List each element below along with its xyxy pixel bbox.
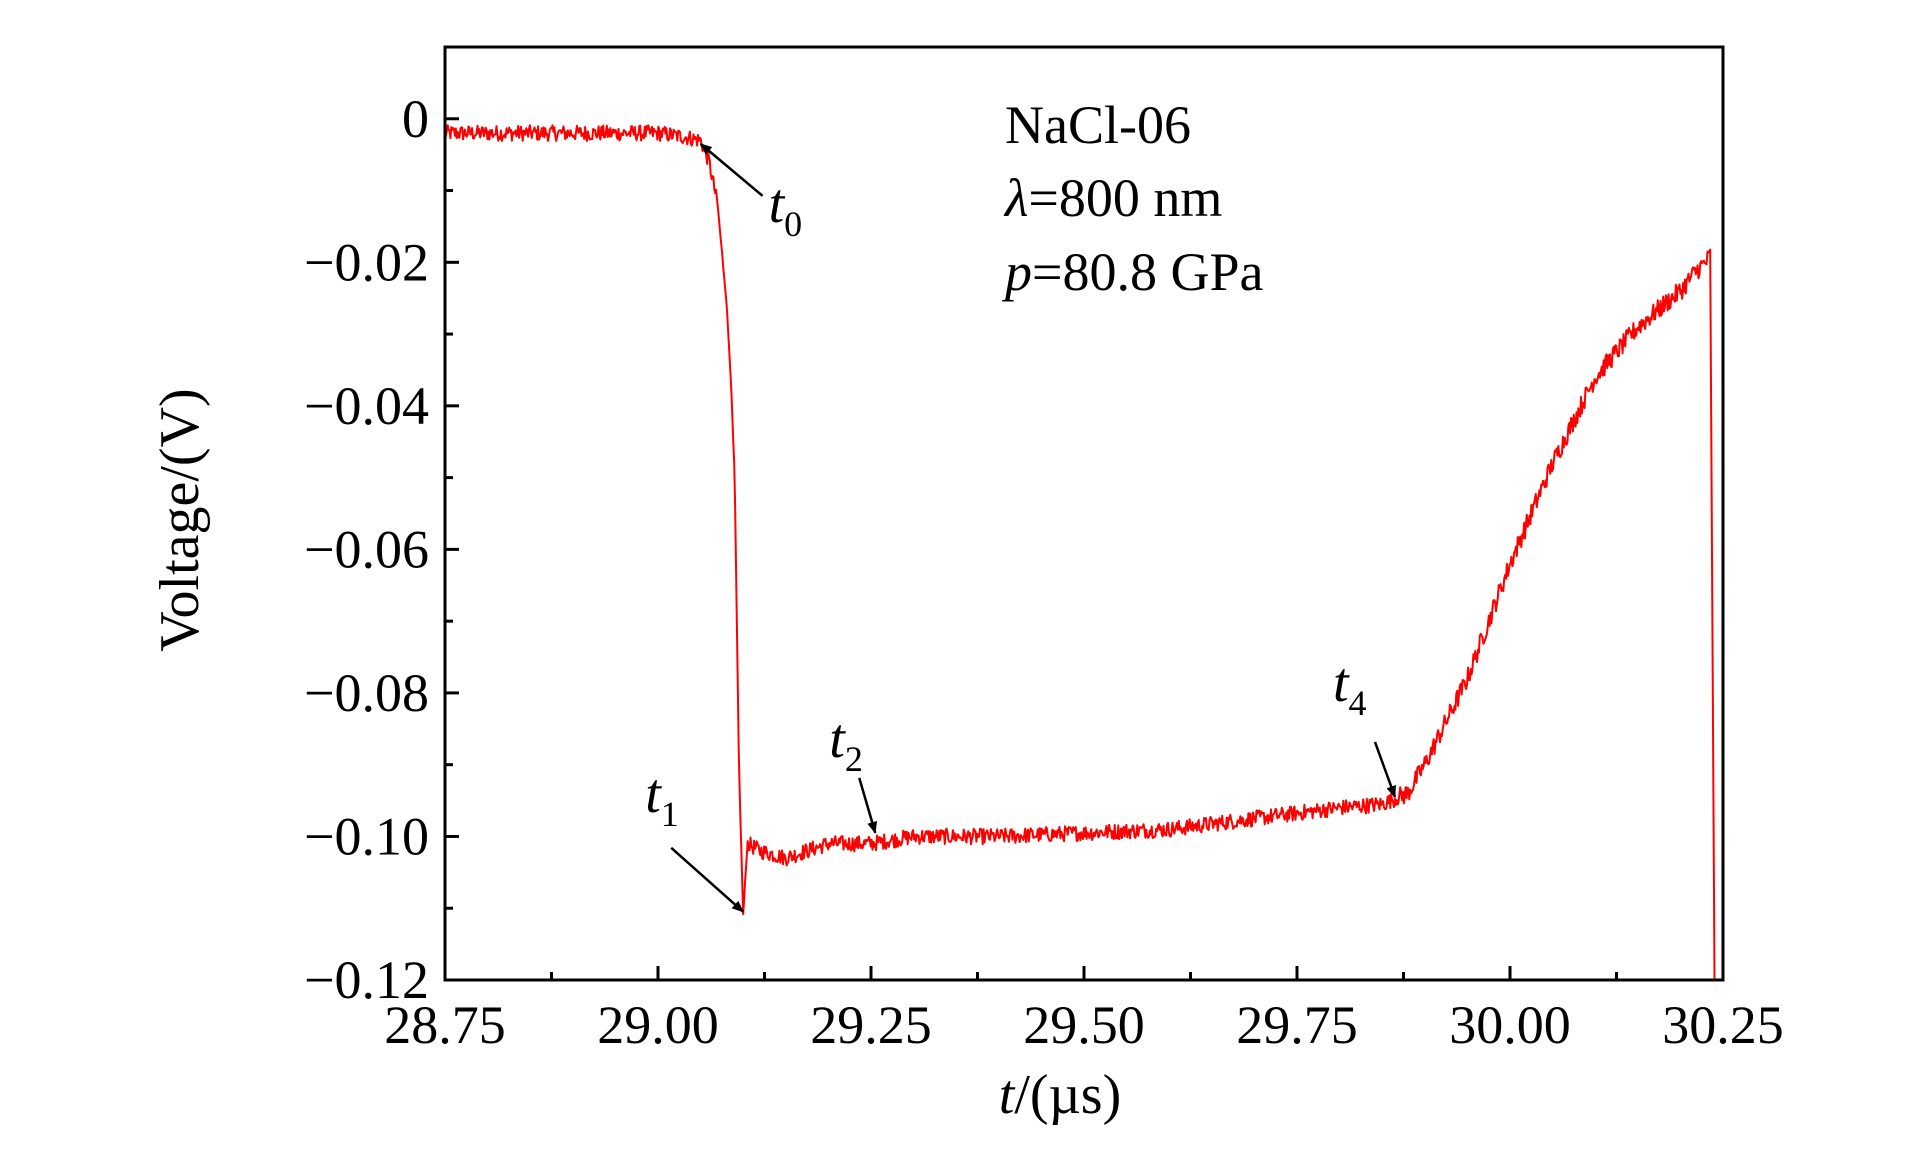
x-axis-label: t/(µs) <box>999 1064 1121 1126</box>
annotation-arrow <box>1373 741 1397 798</box>
legend-block: NaCl-06 λ=800 nm p=80.8 GPa <box>1001 95 1263 302</box>
annotation-label-t4: t4 <box>1333 652 1367 723</box>
y-tick-label: −0.08 <box>304 663 429 723</box>
x-tick-label: 29.00 <box>597 995 719 1055</box>
y-tick-label: −0.10 <box>304 806 429 866</box>
plot-frame <box>443 45 1725 982</box>
y-axis-label: Voltage/(V) <box>149 388 211 651</box>
y-tick-label: −0.06 <box>304 519 429 579</box>
y-tick-label: −0.04 <box>304 376 429 436</box>
annotation-arrow <box>699 142 764 197</box>
x-tick-labels: 28.75 29.00 29.25 29.50 29.75 30.00 30.25 <box>384 995 1784 1055</box>
y-tick-label: −0.12 <box>304 950 429 1010</box>
annotation-arrow <box>670 846 745 913</box>
annotation-label-t0: t0 <box>769 173 803 244</box>
voltage-trace-line <box>444 124 1716 981</box>
y-tick-labels: 0 −0.02 −0.04 −0.06 −0.08 −0.10 −0.12 <box>304 89 429 1010</box>
annotation-label-t2: t2 <box>829 708 863 779</box>
y-tick-label: 0 <box>402 89 429 149</box>
legend-pressure: p=80.8 GPa <box>1001 242 1263 302</box>
annotation-arrow <box>858 777 877 834</box>
x-tick-label: 29.50 <box>1023 995 1145 1055</box>
y-tick-label: −0.02 <box>304 232 429 292</box>
legend-sample: NaCl-06 <box>1005 95 1191 155</box>
annotations: t0 t1 t2 t4 <box>645 142 1397 913</box>
x-tick-label: 29.25 <box>810 995 932 1055</box>
legend-wavelength: λ=800 nm <box>1003 168 1222 228</box>
annotation-label-t1: t1 <box>645 763 679 834</box>
x-tick-label: 30.00 <box>1449 995 1571 1055</box>
x-tick-label: 28.75 <box>384 995 506 1055</box>
x-tick-label: 29.75 <box>1236 995 1358 1055</box>
x-tick-label: 30.25 <box>1662 995 1784 1055</box>
